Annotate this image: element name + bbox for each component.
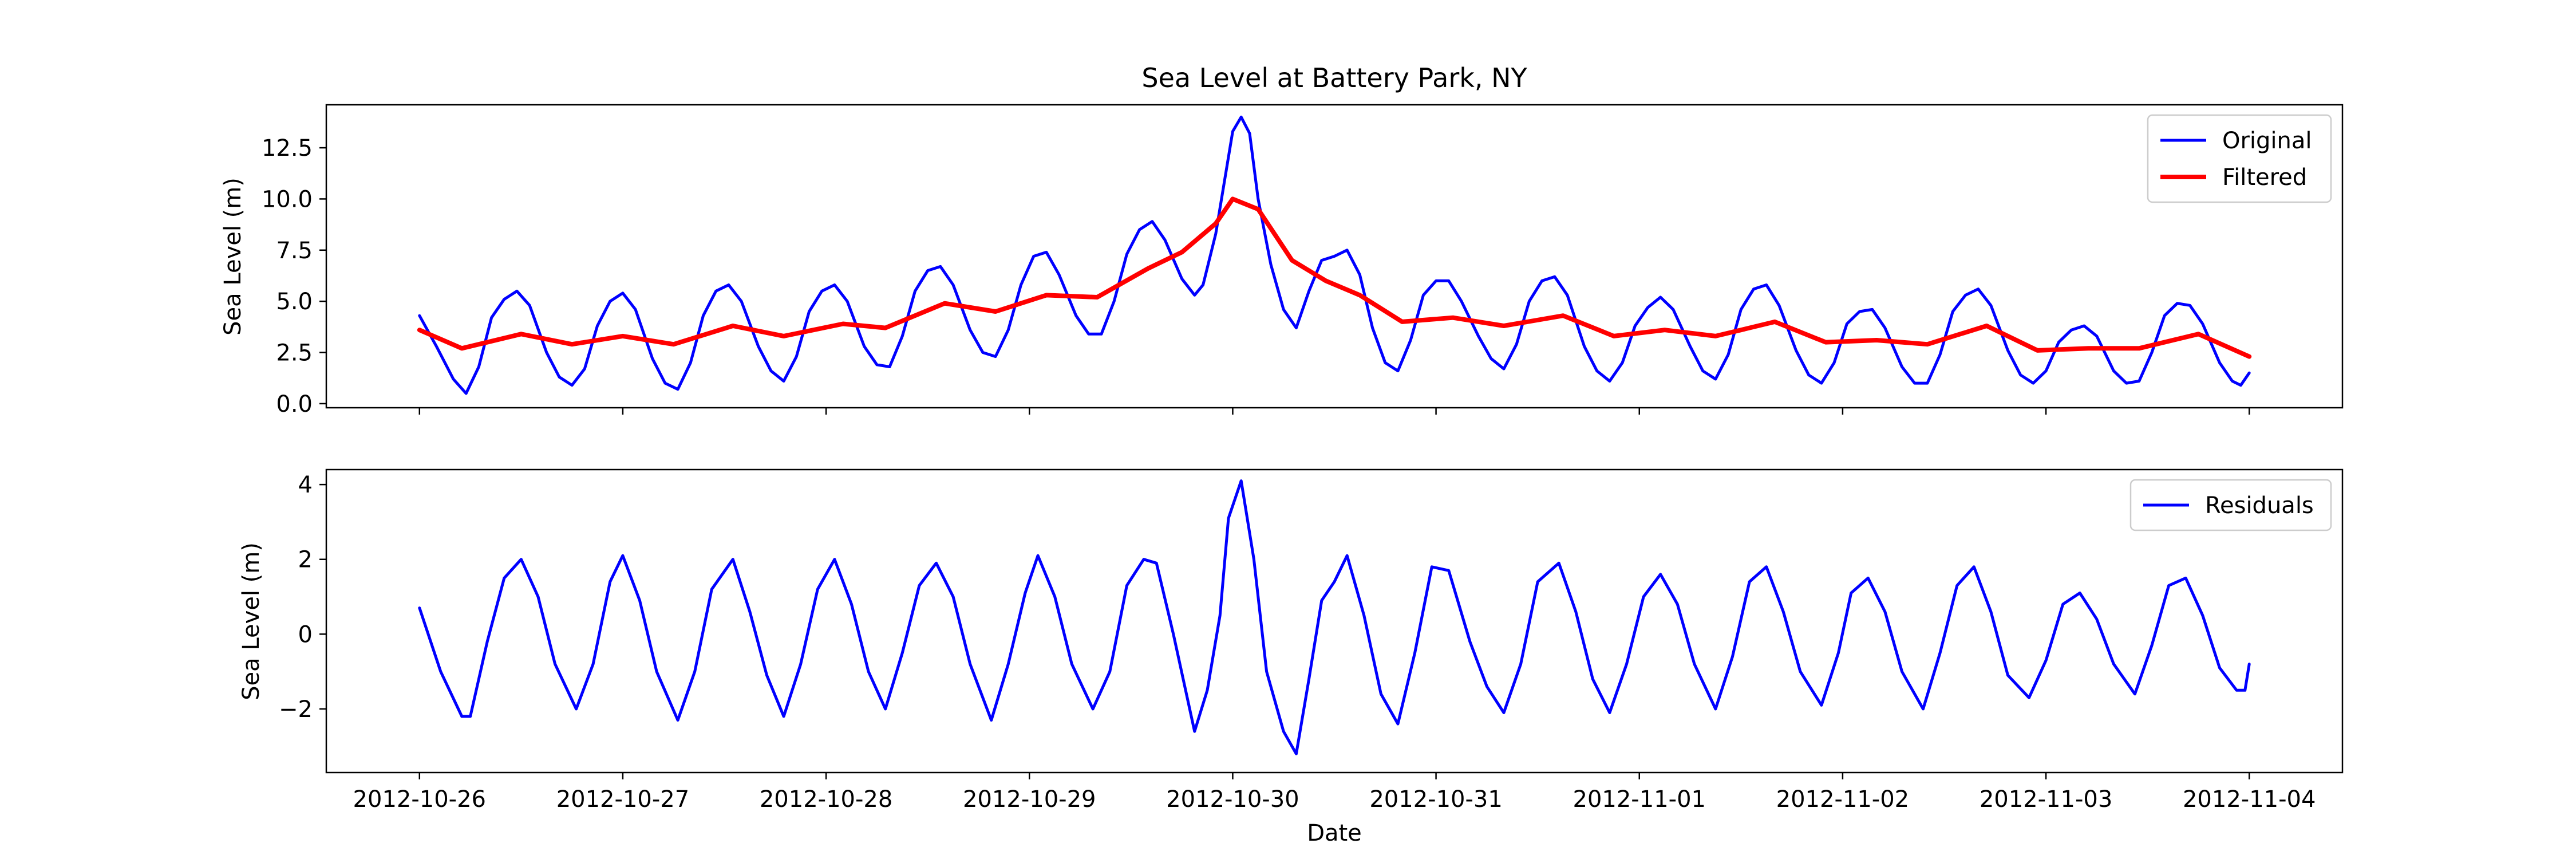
- top-plot-frame: [325, 104, 2344, 409]
- series-line-filtered: [417, 196, 2252, 359]
- bottom-plot-frame: [325, 468, 2344, 774]
- series-line-residuals: [418, 479, 2251, 755]
- x-tick-label: 2012-11-02: [1776, 786, 1909, 813]
- chart-title: Sea Level at Battery Park, NY: [1141, 62, 1527, 93]
- bottom-plot-panel: −2 0 2 4 2012-10-26 2012-10-27 2012-10-28 2012-…: [279, 468, 2344, 813]
- bottom-legend-box: [2129, 479, 2332, 531]
- bottom-y-tick-label: −2: [279, 696, 313, 723]
- x-tick-label: 2012-11-01: [1573, 786, 1706, 813]
- top-y-tick-label: 10.0: [262, 186, 313, 212]
- bottom-y-tick-label: 4: [298, 472, 313, 498]
- top-plot-panel: 0.0 2.5 5.0 7.5 10.0 12.5 Original Filtered: [262, 104, 2344, 417]
- top-legend: Original Filtered: [2147, 114, 2332, 203]
- x-axis-label: Date: [1307, 820, 1362, 846]
- series-line-original: [418, 115, 2251, 395]
- x-tick-label: 2012-10-26: [353, 786, 486, 813]
- legend-label-filtered: Filtered: [2222, 164, 2307, 191]
- x-tick-label: 2012-10-31: [1369, 786, 1502, 813]
- x-tick-label: 2012-10-30: [1166, 786, 1299, 813]
- top-y-tick-label: 5.0: [276, 289, 313, 315]
- top-y-tick-label: 2.5: [276, 340, 313, 366]
- x-tick-label: 2012-10-28: [760, 786, 892, 813]
- x-tick-label: 2012-10-27: [556, 786, 689, 813]
- top-y-tick-label: 7.5: [276, 238, 313, 264]
- top-y-tick-label: 0.0: [276, 391, 313, 417]
- top-y-axis-label: Sea Level (m): [220, 178, 246, 336]
- bottom-y-tick-label: 0: [298, 621, 313, 648]
- x-tick-label: 2012-11-03: [1980, 786, 2112, 813]
- bottom-legend: Residuals: [2129, 479, 2332, 531]
- bottom-y-axis-label: Sea Level (m): [238, 542, 264, 700]
- bottom-y-tick-label: 2: [298, 547, 313, 573]
- legend-label-residuals: Residuals: [2205, 492, 2314, 519]
- x-tick-label: 2012-10-29: [963, 786, 1096, 813]
- legend-label-original: Original: [2222, 128, 2312, 154]
- top-y-tick-label: 12.5: [262, 135, 313, 161]
- x-tick-label: 2012-11-04: [2183, 786, 2316, 813]
- top-legend-box: [2147, 114, 2332, 203]
